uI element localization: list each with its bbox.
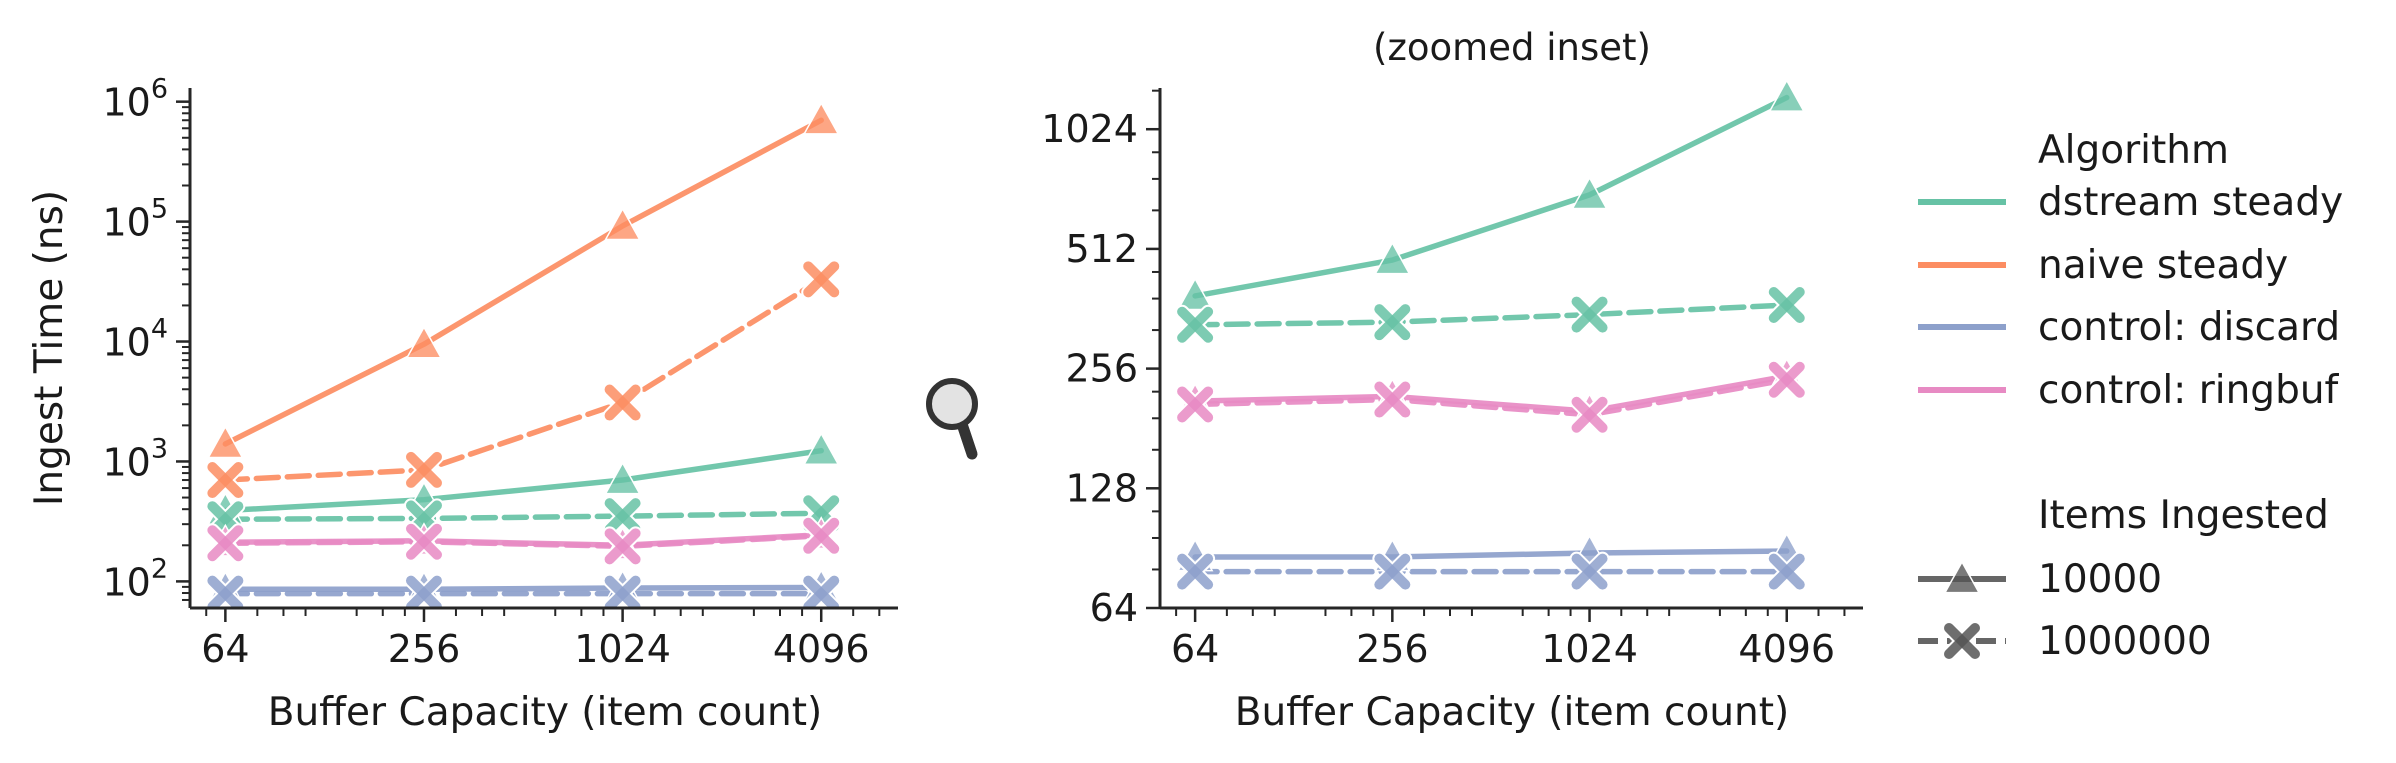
main-series-line <box>222 276 824 483</box>
inset-chart-title: (zoomed inset) <box>1373 26 1651 69</box>
inset-point-x-marker <box>1175 384 1216 425</box>
inset-point-x-marker <box>1175 304 1216 345</box>
inset-series-line <box>1192 94 1790 299</box>
legend-algorithm-label: control: discard <box>2038 305 2340 350</box>
inset-point-x-marker <box>1372 379 1413 420</box>
main-point-x-marker <box>801 573 842 608</box>
inset-point-x-marker <box>1766 551 1807 592</box>
main-point-x-marker <box>801 515 842 556</box>
magnifier-icon <box>926 378 978 460</box>
main-series-lines <box>222 117 824 597</box>
inset-point-triangle-marker <box>1768 79 1806 112</box>
main-x-tick-label: 64 <box>201 627 249 671</box>
inset-y-tick-label: 128 <box>1065 466 1138 510</box>
inset-point-x-marker <box>1766 359 1807 400</box>
inset-point-x-marker <box>1372 302 1413 343</box>
legend-items-title: Items Ingested <box>2038 493 2329 538</box>
main-y-tick-label: 105 <box>102 194 168 245</box>
inset-x-tick-label: 256 <box>1356 627 1429 671</box>
inset-y-tick-label: 1024 <box>1041 107 1138 151</box>
inset-series-markers <box>1175 79 1807 592</box>
main-axes: 64 256 1024 4096 102 103 104 105 106 <box>102 74 898 671</box>
main-series-line <box>222 510 824 522</box>
inset-point-x-marker <box>1569 394 1610 435</box>
main-point-x-marker <box>602 573 643 608</box>
inset-point-x-marker <box>1766 285 1807 326</box>
main-y-tick-label: 103 <box>102 433 168 484</box>
main-x-axis-label: Buffer Capacity (item count) <box>268 690 823 735</box>
inset-series-line <box>1192 548 1790 560</box>
main-point-x-marker <box>205 523 246 564</box>
main-point-x-marker <box>801 259 842 300</box>
main-point-triangle-marker <box>405 325 443 359</box>
main-point-x-marker <box>205 573 246 608</box>
inset-series-line <box>1192 302 1790 328</box>
main-y-tick-label: 106 <box>102 74 168 125</box>
main-x-tick-label: 4096 <box>773 627 870 671</box>
main-point-triangle-marker <box>802 432 840 466</box>
main-point-x-marker <box>602 526 643 567</box>
legend-algorithm-label: dstream steady <box>2038 180 2343 225</box>
legend: Algorithm Items Ingested dstream steady n… <box>1918 128 2343 664</box>
inset-point-triangle-marker <box>1176 277 1214 311</box>
main-point-x-marker <box>602 382 643 423</box>
inset-y-tick-label: 256 <box>1065 347 1138 391</box>
inset-x-axis-label: Buffer Capacity (item count) <box>1235 690 1790 735</box>
inset-y-tick-label: 512 <box>1065 227 1138 271</box>
main-x-tick-label: 256 <box>388 627 461 671</box>
main-chart-panel: 64 256 1024 4096 102 103 104 105 106 Buffer Capa… <box>27 74 898 735</box>
main-point-x-marker <box>403 521 444 562</box>
legend-items-label: 10000 <box>2038 557 2162 602</box>
main-x-tick-label: 1024 <box>574 627 671 671</box>
main-y-tick-label: 102 <box>102 553 168 604</box>
inset-y-tick-label: 64 <box>1090 586 1138 630</box>
main-series-line <box>222 533 824 550</box>
inset-x-tick-label: 1024 <box>1541 627 1638 671</box>
main-point-triangle-marker <box>207 425 244 459</box>
main-point-x-marker <box>602 496 643 537</box>
legend-x-marker <box>1942 621 1982 661</box>
main-series-line <box>222 117 824 447</box>
inset-point-triangle-marker <box>1374 241 1411 275</box>
inset-point-triangle-marker <box>1571 176 1608 210</box>
inset-point-x-marker <box>1175 551 1216 592</box>
legend-items-label: 1000000 <box>2038 619 2212 664</box>
inset-point-x-marker <box>1569 294 1610 335</box>
main-point-x-marker <box>403 449 444 490</box>
main-series-line <box>222 584 824 592</box>
main-point-triangle-marker <box>604 461 641 495</box>
main-point-x-marker <box>205 460 246 501</box>
inset-chart-panel: (zoomed inset) 64 256 1024 4096 64 128 256 512 1… <box>1041 26 1863 735</box>
inset-series-line <box>1192 377 1790 418</box>
inset-x-tick-label: 64 <box>1171 627 1219 671</box>
legend-triangle-marker <box>1943 560 1981 594</box>
legend-algorithm-title: Algorithm <box>2038 128 2229 173</box>
inset-series-lines <box>1192 94 1790 575</box>
main-point-triangle-marker <box>604 207 641 241</box>
main-series-line <box>222 447 824 514</box>
legend-algorithm-label: naive steady <box>2038 243 2288 288</box>
main-series-markers <box>205 101 842 608</box>
inset-axes: 64 256 1024 4096 64 128 256 512 1024 <box>1041 88 1863 671</box>
main-y-axis-label: Ingest Time (ns) <box>27 190 72 506</box>
inset-series-line <box>1192 373 1790 414</box>
inset-point-x-marker <box>1372 551 1413 592</box>
main-point-triangle-marker <box>802 101 840 135</box>
inset-point-x-marker <box>1569 551 1610 592</box>
inset-x-tick-label: 4096 <box>1738 627 1835 671</box>
legend-algorithm-label: control: ringbuf <box>2038 368 2340 413</box>
main-y-tick-label: 104 <box>102 314 168 365</box>
main-point-x-marker <box>403 573 444 608</box>
